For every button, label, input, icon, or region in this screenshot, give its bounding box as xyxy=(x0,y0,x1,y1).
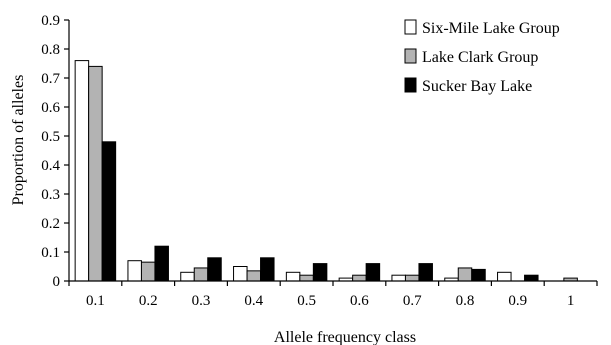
bar-six-mile-lake-group xyxy=(233,266,248,282)
legend-label: Lake Clark Group xyxy=(422,49,538,66)
y-tick-label: 0.1 xyxy=(41,245,60,261)
x-tick-label: 0.7 xyxy=(403,293,422,309)
y-tick-label: 0.5 xyxy=(41,129,60,145)
bar-six-mile-lake-group xyxy=(391,274,406,282)
x-tick-label: 1 xyxy=(567,293,575,309)
x-tick-label: 0.2 xyxy=(139,293,158,309)
legend-swatch xyxy=(404,77,417,93)
bar-six-mile-lake-group xyxy=(127,260,142,282)
y-tick-label: 0.9 xyxy=(41,13,60,29)
bar-lake-clark-group xyxy=(246,270,262,282)
bar-lake-clark-group xyxy=(299,274,314,282)
x-tick-label: 0.4 xyxy=(244,293,263,309)
legend-label: Sucker Bay Lake xyxy=(422,78,532,95)
bar-sucker-bay-lake xyxy=(101,141,117,282)
y-tick-label: 0.3 xyxy=(41,187,60,203)
legend-swatch xyxy=(404,48,417,64)
bar-lake-clark-group xyxy=(193,267,209,282)
y-tick-label: 0.2 xyxy=(41,216,60,232)
bar-six-mile-lake-group xyxy=(180,271,195,282)
x-tick-label: 0.8 xyxy=(456,293,475,309)
bar-lake-clark-group xyxy=(457,267,473,282)
y-ticks: 0 0.1 0.2 0.3 0.4 0.5 0.6 0.7 0.8 0.9 xyxy=(41,13,69,290)
bar-six-mile-lake-group xyxy=(285,271,301,282)
bar-sucker-bay-lake xyxy=(418,263,433,282)
bars-layer xyxy=(74,60,578,282)
bar-sucker-bay-lake xyxy=(260,257,275,282)
x-tick-label: 0.5 xyxy=(297,293,316,309)
bar-sucker-bay-lake xyxy=(471,268,486,282)
bar-six-mile-lake-group xyxy=(74,60,90,282)
y-tick-label: 0.8 xyxy=(41,42,60,58)
bar-sucker-bay-lake xyxy=(312,263,328,282)
bar-sucker-bay-lake xyxy=(365,263,381,282)
y-axis-title: Proportion of alleles xyxy=(10,75,27,206)
legend-swatch xyxy=(404,19,417,35)
y-tick-label: 0.6 xyxy=(41,100,60,116)
legend: Six-Mile Lake Group Lake Clark Group Sucke… xyxy=(404,19,560,95)
x-tick-label: 0.3 xyxy=(192,293,211,309)
y-tick-label: 0.4 xyxy=(41,158,60,174)
bar-sucker-bay-lake xyxy=(154,245,169,282)
bar-sucker-bay-lake xyxy=(524,274,539,282)
y-tick-label: 0.7 xyxy=(41,71,60,87)
x-ticks: 0.1 0.2 0.3 0.4 0.5 0.6 0.7 0.8 0.9 1 xyxy=(68,281,598,309)
x-tick-label: 0.1 xyxy=(86,293,105,309)
x-tick-label: 0.9 xyxy=(508,293,527,309)
x-tick-label: 0.6 xyxy=(350,293,369,309)
y-tick-label: 0 xyxy=(53,274,61,290)
bar-lake-clark-group xyxy=(140,261,156,282)
bar-six-mile-lake-group xyxy=(497,271,512,282)
bar-lake-clark-group xyxy=(404,274,420,282)
legend-label: Six-Mile Lake Group xyxy=(422,20,560,37)
bar-lake-clark-group xyxy=(352,274,367,282)
bar-sucker-bay-lake xyxy=(207,257,222,282)
x-axis-title: Allele frequency class xyxy=(274,329,416,345)
bar-lake-clark-group xyxy=(88,65,103,282)
